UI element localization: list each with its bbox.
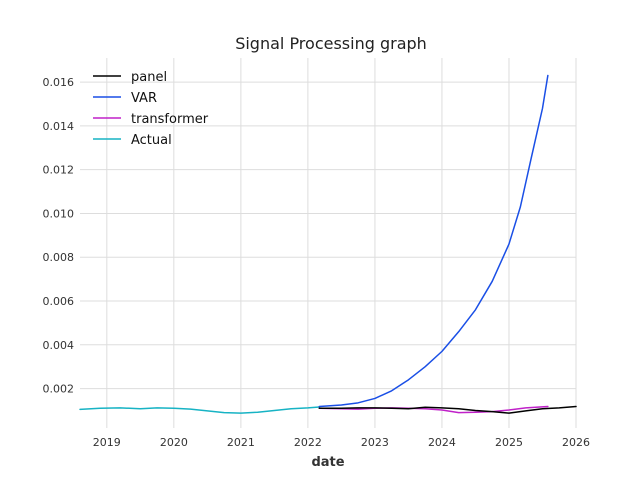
y-tick-label: 0.008 [43, 251, 75, 264]
legend-label: VAR [131, 91, 157, 106]
y-tick-label: 0.002 [43, 383, 75, 396]
x-tick-label: 2021 [227, 436, 255, 449]
chart-title: Signal Processing graph [235, 34, 427, 53]
legend: panel VAR transformer Actual [93, 70, 209, 148]
x-tick-label: 2024 [428, 436, 456, 449]
x-tick-label: 2019 [93, 436, 121, 449]
legend-label: Actual [131, 133, 172, 148]
axis-ticks: 2019 2020 2021 2022 2023 2024 2025 2026 0.002 0.0… [43, 76, 591, 449]
grid [80, 58, 577, 428]
y-tick-label: 0.012 [43, 164, 75, 177]
series-line-transformer [318, 405, 549, 414]
x-tick-label: 2020 [160, 436, 188, 449]
legend-label: panel [131, 70, 167, 85]
legend-label: transformer [131, 112, 209, 127]
x-tick-label: 2026 [562, 436, 590, 449]
y-tick-label: 0.014 [43, 120, 75, 133]
x-axis-label: date [311, 455, 344, 470]
y-tick-label: 0.016 [43, 76, 75, 89]
x-tick-label: 2023 [361, 436, 389, 449]
x-tick-label: 2025 [495, 436, 523, 449]
y-tick-label: 0.010 [43, 207, 75, 220]
y-tick-label: 0.006 [43, 295, 75, 308]
series-line-panel [318, 405, 577, 414]
x-tick-label: 2022 [294, 436, 322, 449]
y-tick-label: 0.004 [43, 339, 75, 352]
series-line-var [318, 74, 549, 408]
series-lines [79, 74, 577, 414]
series-line-actual [79, 406, 321, 414]
